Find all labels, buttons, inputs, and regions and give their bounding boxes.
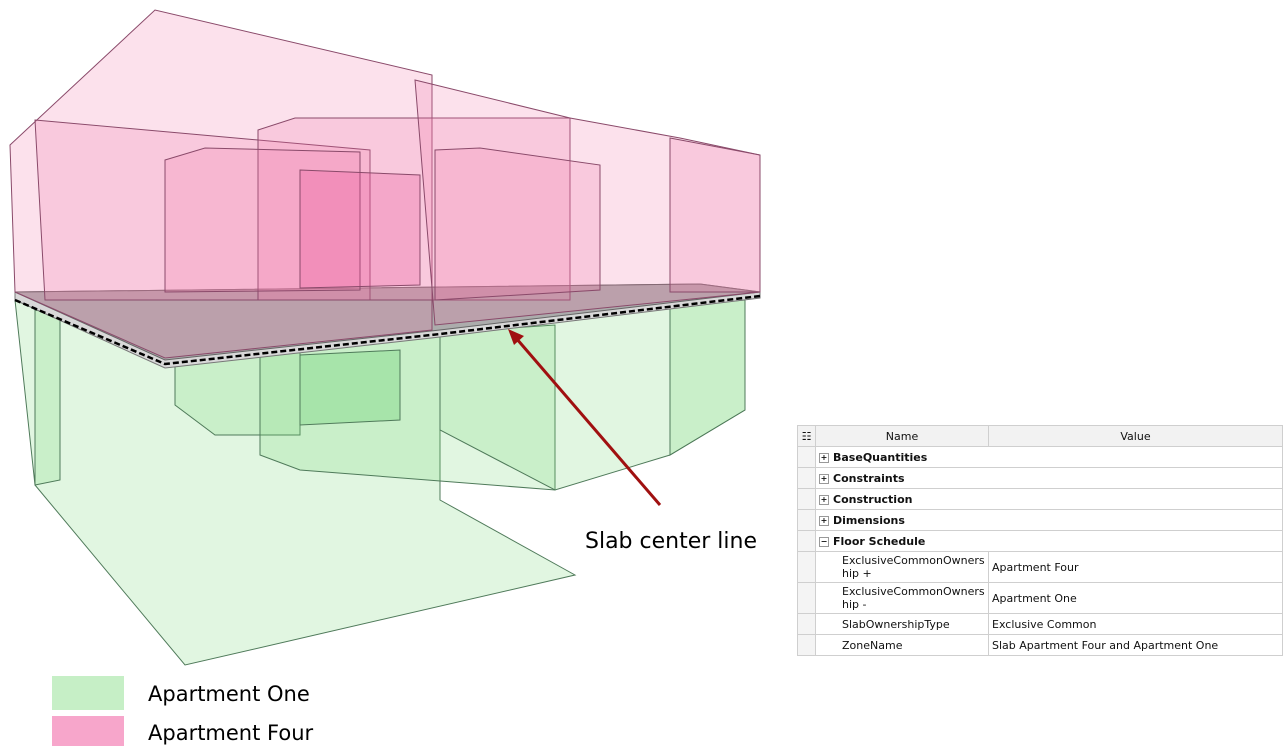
property-name: ExclusiveCommonOwnership + xyxy=(815,551,989,583)
pink-volume xyxy=(434,147,601,301)
header-row: ☷ Name Value xyxy=(797,425,1283,447)
property-value: Apartment Four xyxy=(988,551,1283,583)
expand-toggle[interactable]: + xyxy=(819,494,829,505)
legend-label: Apartment Four xyxy=(148,721,314,745)
row-icon xyxy=(797,509,816,531)
group-cell[interactable]: + BaseQuantities xyxy=(815,446,1283,468)
legend-swatch xyxy=(52,676,124,710)
group-name: Dimensions xyxy=(833,513,905,527)
group-cell[interactable]: − Floor Schedule xyxy=(815,530,1283,552)
row-icon xyxy=(797,551,816,583)
header-cell: Value xyxy=(988,425,1283,447)
row-icon xyxy=(797,613,816,635)
legend-label: Apartment One xyxy=(148,682,310,706)
pink-volume xyxy=(257,117,571,301)
group-cell[interactable]: + Dimensions xyxy=(815,509,1283,531)
property-name: ExclusiveCommonOwnership - xyxy=(815,582,989,614)
pink-volume xyxy=(299,169,421,289)
group-row[interactable]: + Construction xyxy=(797,488,1283,510)
group-name: BaseQuantities xyxy=(833,450,928,464)
expand-toggle[interactable]: − xyxy=(819,536,829,547)
arrow xyxy=(514,337,662,506)
expand-toggle[interactable]: + xyxy=(819,452,829,463)
property-value: Apartment One xyxy=(988,582,1283,614)
header-icon: ☷ xyxy=(797,425,816,447)
row-icon xyxy=(797,446,816,468)
group-row[interactable]: + BaseQuantities xyxy=(797,446,1283,468)
group-name: Floor Schedule xyxy=(833,534,926,548)
expand-toggle[interactable]: + xyxy=(819,515,829,526)
row-icon xyxy=(797,634,816,656)
property-name: SlabOwnershipType xyxy=(815,613,989,635)
property-row[interactable]: ZoneName Slab Apartment Four and Apartmen… xyxy=(797,634,1283,656)
group-name: Constraints xyxy=(833,471,905,485)
header-cell: Name xyxy=(815,425,989,447)
slab-center-line xyxy=(14,294,761,366)
green-volume xyxy=(299,349,401,426)
property-row[interactable]: ExclusiveCommonOwnership + Apartment Four xyxy=(797,551,1283,583)
group-row[interactable]: + Constraints xyxy=(797,467,1283,489)
group-cell[interactable]: + Construction xyxy=(815,488,1283,510)
annotation: Slab center line xyxy=(585,529,757,554)
property-name: ZoneName xyxy=(815,634,989,656)
green-volume xyxy=(34,309,61,486)
green-volume xyxy=(669,299,746,456)
property-value: Slab Apartment Four and Apartment One xyxy=(988,634,1283,656)
group-row[interactable]: + Dimensions xyxy=(797,509,1283,531)
row-icon xyxy=(797,467,816,489)
arrow-head xyxy=(508,329,524,345)
property-row[interactable]: ExclusiveCommonOwnership - Apartment One xyxy=(797,582,1283,614)
property-value: Exclusive Common xyxy=(988,613,1283,635)
slab-top xyxy=(14,283,761,361)
row-icon xyxy=(797,488,816,510)
row-icon xyxy=(797,582,816,614)
pink-volume xyxy=(164,147,361,293)
pink-volume xyxy=(669,137,761,293)
property-table: ☷ Name Value + BaseQuantities + Constraints… xyxy=(797,425,1283,656)
property-row[interactable]: SlabOwnershipType Exclusive Common xyxy=(797,613,1283,635)
group-cell[interactable]: + Constraints xyxy=(815,467,1283,489)
pink-volume xyxy=(9,9,433,359)
row-icon xyxy=(797,530,816,552)
group-row[interactable]: − Floor Schedule xyxy=(797,530,1283,552)
legend-swatch xyxy=(52,716,124,746)
group-name: Construction xyxy=(833,492,913,506)
expand-toggle[interactable]: + xyxy=(819,473,829,484)
